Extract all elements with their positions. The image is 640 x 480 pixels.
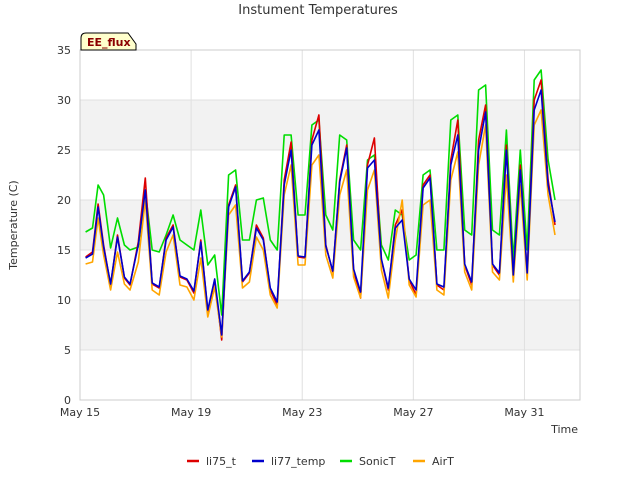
- x-axis: May 15 May 19 May 23 May 27 May 31: [60, 406, 545, 419]
- legend-label: li75_t: [206, 455, 237, 468]
- y-tick-label: 0: [64, 394, 71, 407]
- legend: li75_t li77_temp SonicT AirT: [187, 455, 454, 468]
- y-tick-label: 20: [57, 194, 71, 207]
- y-tick-label: 15: [57, 244, 71, 257]
- y-axis: 0 5 10 15 20 25 30 35: [57, 44, 71, 407]
- x-tick-label: May 27: [393, 406, 433, 419]
- series-layer: [85, 69, 556, 341]
- y-tick-label: 10: [57, 294, 71, 307]
- y-tick-label: 25: [57, 144, 71, 157]
- y-tick-label: 35: [57, 44, 71, 57]
- legend-label: SonicT: [359, 455, 396, 468]
- x-tick-label: May 31: [504, 406, 544, 419]
- badge-label: EE_flux: [87, 36, 131, 49]
- plot-area: [79, 49, 581, 401]
- x-axis-label: Time: [550, 423, 578, 436]
- background-bands: [80, 50, 580, 400]
- background-band: [80, 350, 580, 400]
- legend-label: li77_temp: [271, 455, 325, 468]
- y-tick-label: 30: [57, 94, 71, 107]
- y-axis-label: Temperature (C): [7, 180, 20, 270]
- series-line-li77-temp: [85, 89, 556, 336]
- background-band: [80, 50, 580, 100]
- background-band: [80, 150, 580, 200]
- legend-label: AirT: [432, 455, 454, 468]
- background-band: [80, 100, 580, 150]
- background-band: [80, 300, 580, 350]
- ee-flux-badge: EE_flux: [80, 32, 137, 51]
- x-tick-label: May 19: [171, 406, 211, 419]
- chart-title: Instument Temperatures: [238, 3, 398, 18]
- x-tick-label: May 15: [60, 406, 100, 419]
- x-tick-label: May 23: [282, 406, 322, 419]
- y-tick-label: 5: [64, 344, 71, 357]
